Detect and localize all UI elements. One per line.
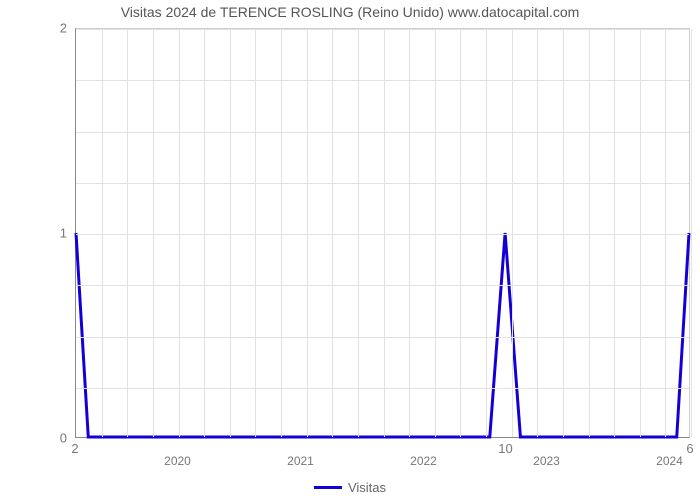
y-tick-label: 0 [60, 431, 67, 446]
gridline-vertical [614, 29, 615, 437]
legend-swatch [314, 486, 342, 489]
chart-title: Visitas 2024 de TERENCE ROSLING (Reino U… [0, 4, 700, 20]
gridline-horizontal [76, 29, 689, 30]
series-visitas-line [76, 233, 689, 437]
visits-line-chart: Visitas 2024 de TERENCE ROSLING (Reino U… [0, 0, 700, 500]
x-tick-label: 2024 [656, 454, 683, 468]
gridline-vertical [460, 29, 461, 437]
gridline-vertical [589, 29, 590, 437]
gridline-horizontal [76, 337, 689, 338]
gridline-horizontal [76, 80, 689, 81]
gridline-vertical [204, 29, 205, 437]
gridline-vertical [409, 29, 410, 437]
legend: Visitas [314, 480, 386, 495]
gridline-horizontal [76, 234, 689, 235]
y-tick-label: 2 [60, 21, 67, 36]
gridline-vertical [307, 29, 308, 437]
plot-area [75, 28, 690, 438]
gridline-vertical [332, 29, 333, 437]
legend-label: Visitas [348, 480, 386, 495]
gridline-vertical [435, 29, 436, 437]
data-point-label: 2 [71, 441, 78, 456]
gridline-vertical [486, 29, 487, 437]
gridline-vertical [179, 29, 180, 437]
gridline-vertical [230, 29, 231, 437]
gridline-vertical [102, 29, 103, 437]
gridline-horizontal [76, 285, 689, 286]
gridline-vertical [358, 29, 359, 437]
data-point-label: 6 [686, 441, 693, 456]
gridline-vertical [255, 29, 256, 437]
y-tick-label: 1 [60, 226, 67, 241]
gridline-horizontal [76, 132, 689, 133]
gridline-vertical [563, 29, 564, 437]
line-layer [76, 29, 689, 437]
x-tick-label: 2023 [533, 454, 560, 468]
x-tick-label: 2022 [410, 454, 437, 468]
gridline-vertical [691, 29, 692, 437]
data-point-label: 10 [498, 441, 512, 456]
x-tick-label: 2020 [164, 454, 191, 468]
gridline-vertical [512, 29, 513, 437]
gridline-vertical [665, 29, 666, 437]
gridline-vertical [384, 29, 385, 437]
gridline-vertical [281, 29, 282, 437]
gridline-vertical [127, 29, 128, 437]
gridline-vertical [640, 29, 641, 437]
x-tick-label: 2021 [287, 454, 314, 468]
gridline-vertical [537, 29, 538, 437]
gridline-vertical [153, 29, 154, 437]
gridline-horizontal [76, 183, 689, 184]
gridline-horizontal [76, 388, 689, 389]
